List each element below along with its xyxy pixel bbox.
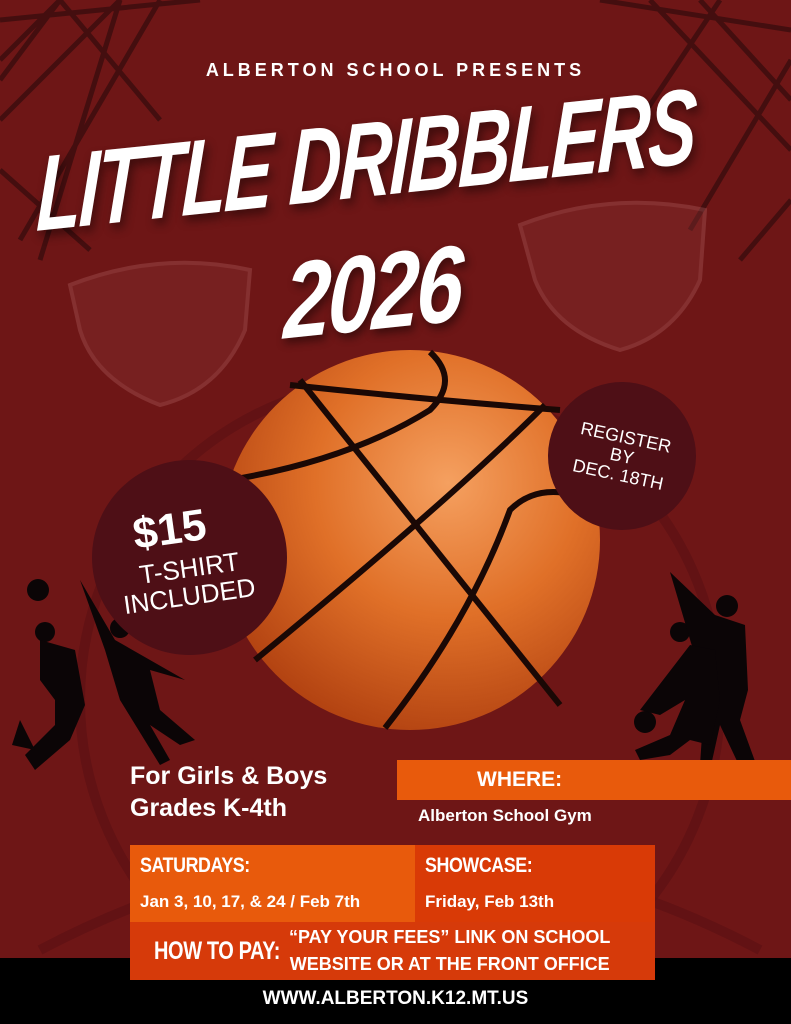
cougar-logo-right-icon: [517, 200, 708, 353]
event-year: 2026: [282, 222, 463, 362]
saturdays-box: SATURDAYS: Jan 3, 10, 17, & 24 / Feb 7th: [130, 845, 415, 922]
pay-label: HOW TO PAY:: [154, 937, 280, 965]
saturdays-dates: Jan 3, 10, 17, & 24 / Feb 7th: [140, 892, 361, 911]
audience-line2: Grades K-4th: [130, 794, 287, 822]
audience: For Girls & Boys Grades K-4th: [130, 760, 327, 824]
price-amount: $15: [129, 499, 210, 559]
showcase-date: Friday, Feb 13th: [425, 892, 555, 911]
showcase-label: SHOWCASE:: [425, 854, 533, 877]
player-silhouettes-right-icon: [634, 572, 760, 778]
basketball-icon: [220, 349, 600, 730]
saturdays-label: SATURDAYS:: [140, 854, 250, 877]
pay-line2: WEBSITE OR AT THE FRONT OFFICE: [289, 954, 610, 974]
where-label: WHERE:: [397, 760, 791, 800]
presenter-heading: ALBERTON SCHOOL PRESENTS: [205, 60, 586, 80]
payment-box: HOW TO PAY: “PAY YOUR FEES” LINK ON SCHO…: [130, 922, 655, 980]
showcase-box: SHOWCASE: Friday, Feb 13th: [415, 845, 655, 922]
basketball-net-right-icon: [599, 0, 791, 262]
website-url: WWW.ALBERTON.K12.MT.US: [262, 988, 529, 1009]
basketball-net-left-icon: [0, 0, 201, 261]
audience-line1: For Girls & Boys: [130, 762, 328, 790]
player-silhouettes-left-icon: [12, 579, 195, 770]
where-value: Alberton School Gym: [418, 806, 592, 825]
cougar-logo-left-icon: [67, 260, 253, 408]
pay-line1: “PAY YOUR FEES” LINK ON SCHOOL: [289, 927, 611, 947]
price-badge: $15 T-SHIRT INCLUDED: [92, 460, 287, 655]
